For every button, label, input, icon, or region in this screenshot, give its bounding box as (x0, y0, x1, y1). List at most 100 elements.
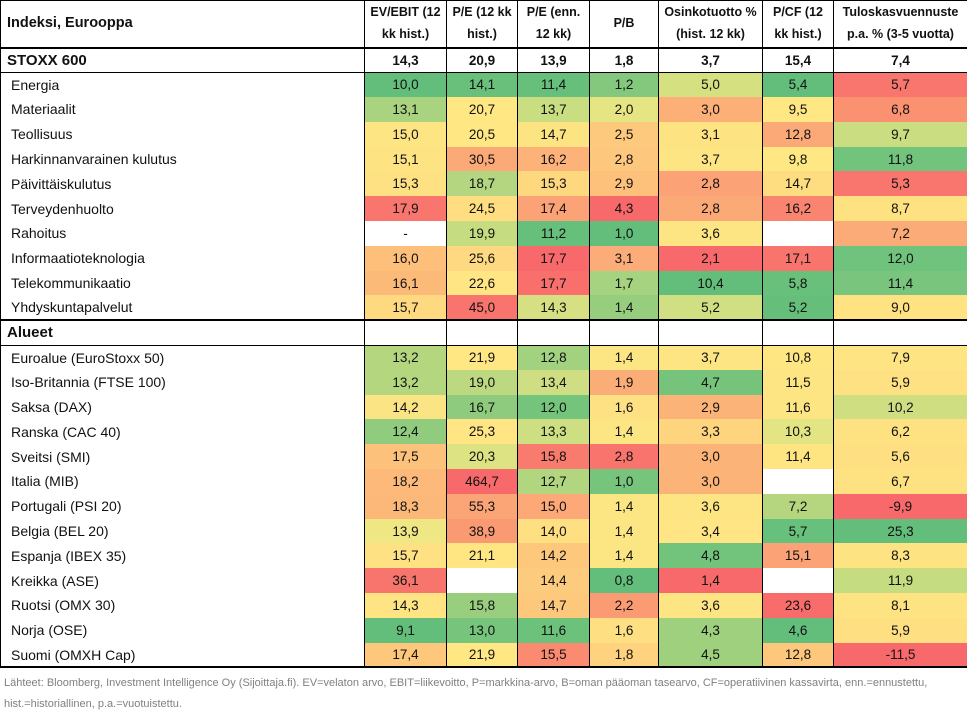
row-label: Italia (MIB) (1, 469, 365, 494)
table-title: Indeksi, Eurooppa (1, 1, 365, 48)
row-label: Alueet (1, 320, 365, 345)
value-cell: 14,2 (365, 395, 447, 420)
column-header-6: P/CF (12 kk hist.) (763, 1, 834, 48)
row-label: Telekommunikaatio (1, 271, 365, 296)
value-cell (447, 568, 518, 593)
row-label: Energia (1, 72, 365, 97)
header-row: Indeksi, Eurooppa EV/EBIT (12 kk hist.)P… (1, 1, 967, 48)
value-cell: 3,6 (659, 494, 763, 519)
value-cell: 3,0 (659, 469, 763, 494)
value-cell: 19,9 (447, 221, 518, 246)
value-cell: 2,2 (590, 593, 659, 618)
value-cell: 3,6 (659, 593, 763, 618)
row-label: Suomi (OMXH Cap) (1, 643, 365, 668)
value-cell: 21,9 (447, 345, 518, 370)
value-cell: 5,2 (763, 295, 834, 320)
value-cell: 5,9 (834, 618, 967, 643)
value-cell: 2,9 (590, 171, 659, 196)
row-label: Ranska (CAC 40) (1, 419, 365, 444)
value-cell: 2,8 (590, 444, 659, 469)
value-cell: 17,1 (763, 246, 834, 271)
value-cell: 10,4 (659, 271, 763, 296)
value-cell: 11,8 (834, 147, 967, 172)
value-cell: 1,7 (590, 271, 659, 296)
value-cell: 8,7 (834, 196, 967, 221)
value-cell: 15,3 (518, 171, 590, 196)
value-cell: 16,1 (365, 271, 447, 296)
value-cell: 14,3 (365, 48, 447, 73)
value-cell: 2,8 (659, 196, 763, 221)
value-cell: 12,0 (518, 395, 590, 420)
value-cell: 13,9 (518, 48, 590, 73)
value-cell: 5,3 (834, 171, 967, 196)
value-cell: 1,4 (659, 568, 763, 593)
value-cell: 10,0 (365, 72, 447, 97)
value-cell: 3,0 (659, 444, 763, 469)
value-cell: 14,1 (447, 72, 518, 97)
value-cell: 13,2 (365, 370, 447, 395)
value-cell: 17,5 (365, 444, 447, 469)
value-cell: 0,8 (590, 568, 659, 593)
value-cell: 6,7 (834, 469, 967, 494)
value-cell: 18,2 (365, 469, 447, 494)
row-label: Rahoitus (1, 221, 365, 246)
value-cell: 1,4 (590, 295, 659, 320)
value-cell: 15,0 (365, 122, 447, 147)
value-cell: 13,3 (518, 419, 590, 444)
row-label: Harkinnanvarainen kulutus (1, 147, 365, 172)
value-cell: 24,5 (447, 196, 518, 221)
value-cell: 6,2 (834, 419, 967, 444)
value-cell: 15,0 (518, 494, 590, 519)
value-cell: 1,8 (590, 48, 659, 73)
value-cell: 12,8 (763, 643, 834, 668)
value-cell: 19,0 (447, 370, 518, 395)
value-cell (763, 469, 834, 494)
row-label: Espanja (IBEX 35) (1, 543, 365, 568)
value-cell: 3,7 (659, 48, 763, 73)
value-cell: 25,3 (447, 419, 518, 444)
value-cell: 9,5 (763, 97, 834, 122)
value-cell: 11,5 (763, 370, 834, 395)
row-label: Terveydenhuolto (1, 196, 365, 221)
value-cell: 2,1 (659, 246, 763, 271)
value-cell: 20,7 (447, 97, 518, 122)
value-cell: 18,3 (365, 494, 447, 519)
value-cell: 15,4 (763, 48, 834, 73)
value-cell: 7,9 (834, 345, 967, 370)
value-cell: 12,8 (763, 122, 834, 147)
value-cell: 15,7 (365, 295, 447, 320)
value-cell: 17,4 (518, 196, 590, 221)
row-label: Iso-Britannia (FTSE 100) (1, 370, 365, 395)
value-cell: 3,7 (659, 345, 763, 370)
row-label: STOXX 600 (1, 48, 365, 73)
source-note: Lähteet: Bloomberg, Investment Intellige… (0, 668, 967, 714)
row-label: Materiaalit (1, 97, 365, 122)
value-cell: 9,0 (834, 295, 967, 320)
value-cell: - (365, 221, 447, 246)
value-cell: 20,5 (447, 122, 518, 147)
value-cell: -11,5 (834, 643, 967, 668)
value-cell: -9,9 (834, 494, 967, 519)
value-cell: 3,1 (590, 246, 659, 271)
value-cell: 15,1 (763, 543, 834, 568)
value-cell: 2,8 (590, 147, 659, 172)
value-cell: 11,4 (834, 271, 967, 296)
row-label: Portugali (PSI 20) (1, 494, 365, 519)
value-cell: 16,0 (365, 246, 447, 271)
value-cell: 55,3 (447, 494, 518, 519)
value-cell: 10,2 (834, 395, 967, 420)
value-cell: 1,4 (590, 494, 659, 519)
value-cell: 3,1 (659, 122, 763, 147)
value-cell: 11,2 (518, 221, 590, 246)
value-cell: 5,8 (763, 271, 834, 296)
value-cell: 17,4 (365, 643, 447, 668)
